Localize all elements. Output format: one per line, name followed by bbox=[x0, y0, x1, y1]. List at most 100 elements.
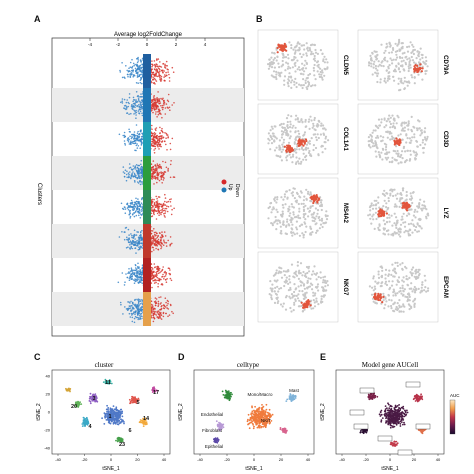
feature-plot-point bbox=[397, 82, 400, 85]
feature-plot-point bbox=[289, 281, 292, 284]
feature-plot-point bbox=[408, 198, 412, 201]
panel-a-point bbox=[135, 200, 138, 203]
panel-a-point bbox=[163, 231, 166, 233]
feature-plot-point bbox=[308, 72, 312, 76]
panel-a-point bbox=[153, 307, 155, 310]
panel-a-point bbox=[141, 229, 143, 232]
feature-plot-point bbox=[282, 54, 285, 57]
panel-a-point bbox=[154, 302, 157, 305]
feature-plot-point bbox=[283, 56, 286, 59]
panel-a-point bbox=[136, 202, 138, 205]
feature-plot-point bbox=[299, 262, 303, 265]
panel-a-point bbox=[125, 65, 127, 67]
feature-plot-point bbox=[298, 195, 301, 198]
feature-plot-point bbox=[405, 159, 408, 162]
panel-a-point bbox=[156, 274, 158, 276]
panel-a-point bbox=[137, 310, 139, 313]
feature-plot-point bbox=[305, 125, 308, 128]
feature-plot-point bbox=[305, 198, 308, 201]
panel-a-point bbox=[129, 217, 131, 219]
feature-plot-point bbox=[290, 81, 293, 84]
panel-c-title: cluster bbox=[95, 361, 114, 369]
panel-a-point bbox=[160, 69, 163, 72]
panel-a-point bbox=[159, 236, 162, 239]
panel-a-point bbox=[166, 99, 169, 102]
feature-plot-point bbox=[389, 122, 392, 126]
panel-a-legend: Up Down bbox=[221, 179, 240, 197]
panel-a-y-label: Clusters bbox=[36, 183, 42, 205]
feature-plot-point bbox=[293, 290, 296, 294]
panel-a-point bbox=[170, 205, 172, 207]
panel-a-point bbox=[136, 71, 138, 74]
feature-plot-point bbox=[319, 271, 322, 274]
panel-a-point bbox=[158, 167, 160, 169]
feature-plot-expr-point bbox=[315, 198, 318, 201]
panel-a-point bbox=[140, 315, 143, 318]
panel-a-point bbox=[140, 101, 142, 104]
feature-plot-point bbox=[302, 134, 305, 137]
panel-a-point bbox=[140, 312, 143, 315]
panel-a-point bbox=[154, 206, 157, 208]
panel-a-point bbox=[154, 79, 157, 81]
tsne-point bbox=[108, 415, 111, 418]
feature-plot-point bbox=[399, 161, 402, 164]
panel-a-point bbox=[140, 137, 143, 140]
feature-plot-point bbox=[418, 206, 421, 209]
feature-plot-point bbox=[405, 214, 409, 217]
feature-plot-point bbox=[407, 232, 410, 235]
feature-plot-point bbox=[309, 232, 312, 235]
panel-a-point bbox=[131, 65, 134, 68]
feature-plot-point bbox=[370, 65, 373, 68]
panel-a-cluster-block bbox=[143, 292, 151, 326]
panel-a-point bbox=[157, 285, 159, 288]
feature-plot-point bbox=[413, 305, 416, 308]
feature-plot-expr-point bbox=[302, 144, 305, 147]
panel-a-point bbox=[133, 131, 136, 133]
feature-plot-point bbox=[398, 55, 401, 59]
feature-plot-point bbox=[383, 118, 386, 121]
feature-plot-point bbox=[323, 275, 327, 278]
panel-a-point bbox=[128, 175, 130, 177]
feature-plot-point bbox=[291, 228, 294, 231]
panel-a-point bbox=[168, 106, 171, 109]
panel-a-point bbox=[167, 167, 169, 170]
panel-a-point bbox=[153, 133, 156, 136]
feature-plot-point bbox=[392, 194, 395, 198]
feature-plot-point bbox=[315, 300, 318, 303]
feature-plot-point bbox=[399, 155, 402, 158]
feature-plot-point bbox=[379, 78, 382, 81]
feature-plot-point bbox=[275, 73, 278, 76]
panel-a-point bbox=[127, 205, 130, 207]
panel-a-point bbox=[169, 269, 171, 271]
feature-plot-point bbox=[400, 153, 403, 157]
panel-a-point bbox=[155, 106, 157, 108]
feature-plot-point bbox=[293, 141, 296, 144]
feature-plot-point bbox=[391, 224, 394, 227]
panel-a-point bbox=[151, 103, 154, 106]
feature-plot-expr-point bbox=[317, 198, 320, 201]
panel-a-point bbox=[153, 282, 156, 284]
panel-a-point bbox=[129, 215, 132, 218]
feature-plot-point bbox=[369, 204, 372, 207]
feature-plot-point bbox=[405, 267, 408, 270]
feature-plot-point bbox=[270, 201, 273, 205]
feature-plot-point bbox=[384, 303, 387, 306]
feature-plot-point bbox=[402, 221, 405, 224]
feature-plot-expr-point bbox=[287, 149, 290, 152]
panel-a-point bbox=[135, 268, 138, 270]
panel-a-point bbox=[158, 145, 161, 147]
feature-plot-point bbox=[414, 272, 417, 275]
panel-a-point bbox=[160, 240, 162, 242]
panel-a-point bbox=[138, 164, 140, 167]
panel-a-point bbox=[134, 165, 137, 167]
panel-a-point bbox=[169, 244, 171, 247]
feature-plot-point bbox=[399, 235, 402, 238]
feature-plot-point bbox=[413, 61, 416, 64]
feature-plot-point bbox=[373, 285, 376, 288]
panel-a-point bbox=[134, 112, 137, 114]
feature-plot-point bbox=[393, 301, 396, 304]
feature-plot-point bbox=[312, 52, 315, 55]
feature-plot-point bbox=[312, 58, 315, 61]
panel-a-point bbox=[131, 214, 134, 216]
panel-a-point bbox=[155, 102, 158, 104]
